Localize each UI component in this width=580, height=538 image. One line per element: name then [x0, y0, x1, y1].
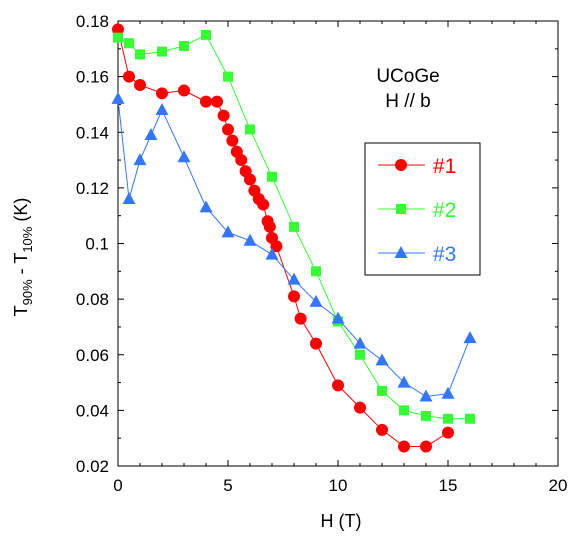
series-3-point: [309, 294, 323, 307]
x-tick-label: 20: [549, 476, 568, 495]
series-3-point: [155, 103, 169, 115]
series-1-point: [442, 426, 454, 439]
series-1-point: [134, 78, 146, 91]
x-tick-label: 10: [329, 476, 348, 495]
y-axis-title-sub2: 10%: [20, 226, 35, 252]
series-1-point: [398, 440, 410, 453]
y-tick-label: 0.04: [76, 401, 109, 420]
series-1-point: [310, 337, 322, 350]
series-2-point: [245, 124, 255, 135]
series-3-point: [221, 225, 235, 238]
legend-marker-1: [395, 159, 407, 171]
series-1: [112, 23, 454, 453]
series-2-point: [223, 71, 233, 82]
series-1-point: [200, 95, 212, 108]
y-tick-label: 0.16: [76, 68, 109, 87]
y-tick-label: 0.14: [76, 123, 109, 142]
series-3-point: [177, 150, 191, 163]
legend-marker-3: [394, 246, 408, 258]
legend-label-2: #2: [433, 199, 456, 222]
x-tick-label: 5: [223, 476, 232, 495]
series-1-point: [332, 379, 344, 392]
y-axis-title-mid: - T: [11, 253, 31, 280]
series-1-point: [354, 401, 366, 414]
series-1-point: [235, 154, 248, 167]
y-axis-title: T90% - T10% (K): [11, 198, 35, 317]
series-2-point: [179, 41, 189, 52]
series-3-point: [353, 336, 367, 349]
series-3-point: [463, 331, 477, 344]
series-3-point: [397, 375, 411, 388]
series-3-point: [331, 311, 345, 324]
y-tick-label: 0.08: [76, 290, 109, 309]
series-1-point: [178, 84, 190, 97]
series-2-point: [157, 46, 167, 57]
series-3-point: [243, 233, 257, 246]
series-3-point: [441, 386, 455, 399]
x-tick-label: 0: [113, 476, 122, 495]
y-tick-label: 0.12: [76, 179, 109, 198]
series-1-point: [112, 23, 124, 36]
series-1-point: [257, 198, 270, 211]
x-tick-label: 15: [439, 476, 458, 495]
series-2-point: [201, 29, 211, 40]
series-3-point: [122, 192, 136, 204]
legend-label-1: #1: [433, 155, 456, 178]
series-1-point: [420, 440, 432, 453]
series-1-point: [211, 95, 223, 108]
series-3-point: [265, 247, 279, 260]
y-axis-title-base1: T: [11, 305, 31, 316]
y-tick-label: 0.1: [85, 235, 109, 254]
legend: #1 #2 #3: [364, 142, 481, 276]
series-1-point: [263, 220, 276, 233]
series-3-point: [375, 353, 389, 366]
series-1-point: [376, 423, 388, 436]
series-3-point: [144, 128, 158, 141]
series-2-point: [377, 385, 387, 396]
series-2-point: [289, 221, 299, 232]
series-1-point: [244, 173, 256, 186]
series-3: [111, 91, 477, 402]
legend-label-3: #3: [433, 243, 456, 266]
series-2-point: [355, 349, 365, 360]
series-group: [111, 23, 477, 453]
series-2-point: [113, 32, 123, 43]
series-3-point: [199, 200, 213, 213]
series-2-point: [311, 266, 321, 277]
series-2: [113, 29, 475, 424]
series-2-point: [399, 405, 409, 416]
series-2-point: [465, 413, 475, 424]
series-3-point: [111, 91, 125, 104]
series-1-point: [222, 123, 234, 136]
axes: 0 5 10 15 20 0.02 0.04 0.06 0.08 0.1 0.12 0.14 0.16 0…: [76, 12, 568, 495]
y-tick-label: 0.18: [76, 12, 109, 31]
series-3-point: [419, 389, 433, 402]
y-tick-label: 0.02: [76, 457, 109, 476]
annotation-line-1: UCoGe: [376, 66, 439, 87]
series-1-point: [270, 240, 283, 253]
series-1-point: [217, 109, 230, 122]
series-1-point: [156, 87, 168, 100]
series-3-point: [133, 153, 147, 166]
legend-marker-2: [396, 204, 406, 214]
series-2-point: [124, 38, 134, 49]
series-1-point: [226, 134, 239, 147]
x-axis-title: H (T): [321, 511, 362, 531]
y-tick-label: 0.06: [76, 346, 109, 365]
series-3-point: [287, 272, 301, 285]
series-1-point: [288, 290, 300, 303]
series-1-point: [294, 312, 307, 325]
series-2-point: [135, 49, 145, 60]
y-axis-title-end: (K): [11, 198, 31, 227]
series-2-point: [443, 413, 453, 424]
y-axis-title-sub1: 90%: [20, 279, 35, 305]
series-2-point: [267, 171, 277, 182]
series-2-point: [421, 410, 431, 421]
series-1-point: [123, 70, 135, 83]
annotation-line-2: H // b: [385, 91, 430, 112]
